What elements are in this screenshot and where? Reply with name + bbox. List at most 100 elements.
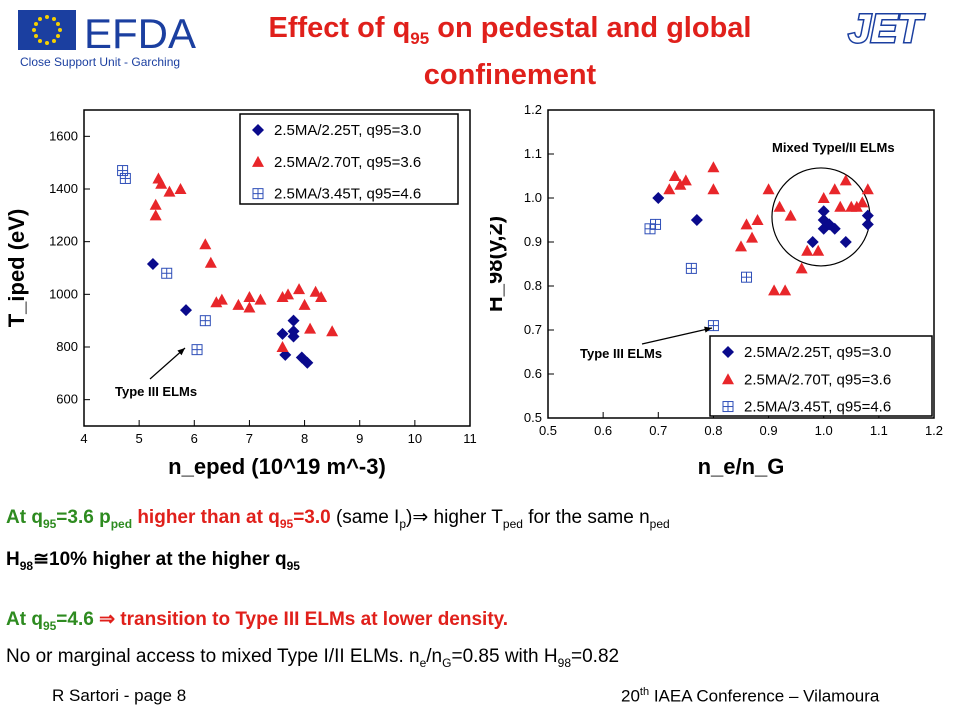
x-axis-label: n_eped (10^19 m^-3) — [168, 454, 386, 479]
data-point — [232, 298, 245, 310]
x-tick-label: 6 — [191, 431, 198, 446]
data-point — [828, 183, 841, 195]
data-point — [762, 183, 775, 195]
legend-marker — [722, 401, 734, 413]
data-point — [741, 271, 753, 283]
legend-marker — [252, 188, 264, 200]
data-point — [690, 214, 703, 226]
data-point — [707, 183, 720, 195]
data-point — [191, 344, 203, 356]
x-tick-label: 10 — [408, 431, 422, 446]
data-point — [309, 285, 322, 297]
data-point — [861, 183, 874, 195]
data-point — [663, 183, 676, 195]
chart-temperature-vs-density: 4 5 6 7 8 9 10 11 600 800 1000 1200 1400 1600 n_eped (… — [4, 109, 477, 479]
y-tick-label: 1200 — [49, 234, 78, 249]
data-point — [828, 222, 841, 235]
y-axis-label: T_iped (eV) — [4, 209, 29, 328]
annotation-label: Type III ELMs — [580, 346, 662, 361]
data-point — [861, 209, 874, 222]
bullet-mixed-elms: No or marginal access to mixed Type I/II… — [6, 646, 620, 670]
data-point — [795, 262, 808, 274]
series-0 — [652, 192, 874, 248]
data-point — [751, 214, 764, 225]
data-point — [812, 244, 825, 256]
data-point — [707, 161, 720, 173]
x-tick-label: 1.1 — [870, 423, 888, 438]
data-point — [161, 267, 173, 279]
y-tick-label: 1600 — [49, 128, 78, 143]
data-point — [287, 314, 300, 327]
series-2 — [117, 165, 211, 356]
data-point — [315, 290, 328, 302]
legend-marker — [252, 155, 264, 167]
data-point — [155, 177, 168, 189]
x-tick-label: 9 — [356, 431, 363, 446]
y-tick-label: 0.8 — [524, 278, 542, 293]
data-point — [773, 200, 786, 212]
efda-subtitle: Close Support Unit - Garching — [20, 55, 180, 69]
y-axis-label: H_98(y,2) — [490, 216, 507, 312]
x-tick-label: 0.5 — [539, 423, 557, 438]
annotation-arrow — [149, 347, 186, 380]
data-point — [735, 240, 747, 252]
legend-entry: 2.5MA/2.70T, q95=3.6 — [744, 371, 891, 388]
y-tick-label: 0.5 — [524, 410, 542, 425]
x-tick-label: 5 — [136, 431, 143, 446]
y-tick-label: 800 — [56, 339, 78, 354]
eu-stars-icon — [32, 15, 62, 45]
footer-conference: 20th IAEA Conference – Vilamoura — [621, 686, 880, 706]
chart-h98-vs-greenwald: 0.5 0.6 0.7 0.8 0.9 1.0 1.1 1.2 0.5 0.6 0.7 0.8 0.9 1… — [490, 102, 943, 479]
data-point — [243, 290, 256, 302]
data-point — [149, 209, 162, 221]
data-point — [243, 301, 256, 313]
legend-marker — [722, 373, 734, 385]
data-point — [644, 223, 656, 235]
data-point — [282, 288, 295, 300]
data-point — [174, 183, 187, 194]
data-point — [119, 172, 131, 184]
data-point — [298, 298, 311, 310]
data-point — [834, 200, 847, 212]
data-point — [180, 304, 193, 317]
y-tick-label: 1.0 — [524, 190, 542, 205]
data-point — [850, 200, 863, 212]
x-tick-label: 1.0 — [815, 423, 833, 438]
data-point — [276, 341, 289, 352]
series-1 — [149, 172, 339, 352]
x-axis-label: n_e/n_G — [698, 454, 785, 479]
data-point — [301, 356, 314, 369]
data-point — [652, 192, 665, 204]
data-point — [817, 205, 830, 218]
y-tick-label: 1000 — [49, 286, 78, 301]
data-point — [856, 196, 869, 208]
legend-entry: 2.5MA/2.25T, q95=3.0 — [744, 344, 891, 361]
x-tick-label: 0.6 — [594, 423, 612, 438]
data-point — [839, 174, 852, 186]
x-tick-label: 0.9 — [760, 423, 778, 438]
bullet-pedestal-pressure: At q95=3.6 pped higher than at q95=3.0 (… — [6, 507, 670, 531]
legend-box — [239, 113, 459, 205]
data-point — [740, 218, 753, 230]
data-point — [117, 165, 129, 177]
data-point — [254, 293, 267, 305]
y-tick-label: 1.1 — [524, 146, 542, 161]
legend-entry: 2.5MA/3.45T, q95=4.6 — [744, 399, 891, 416]
data-point — [801, 244, 814, 256]
legend-entry: 2.5MA/2.25T, q95=3.0 — [274, 122, 421, 139]
data-point — [817, 192, 830, 203]
data-point — [149, 198, 162, 210]
data-point — [746, 231, 759, 243]
page-title: Effect of q95 on pedestal and global con… — [268, 12, 752, 91]
y-tick-label: 1.2 — [524, 102, 542, 117]
data-point — [779, 284, 792, 296]
data-point — [293, 283, 306, 295]
footer-author-page: R Sartori - page 8 — [52, 686, 187, 705]
data-point — [276, 327, 289, 340]
legend-marker — [722, 346, 734, 358]
data-point — [204, 256, 217, 268]
data-point — [768, 284, 781, 296]
legend-entry: 2.5MA/3.45T, q95=4.6 — [274, 186, 421, 203]
data-point — [674, 178, 687, 190]
data-point — [304, 322, 317, 334]
